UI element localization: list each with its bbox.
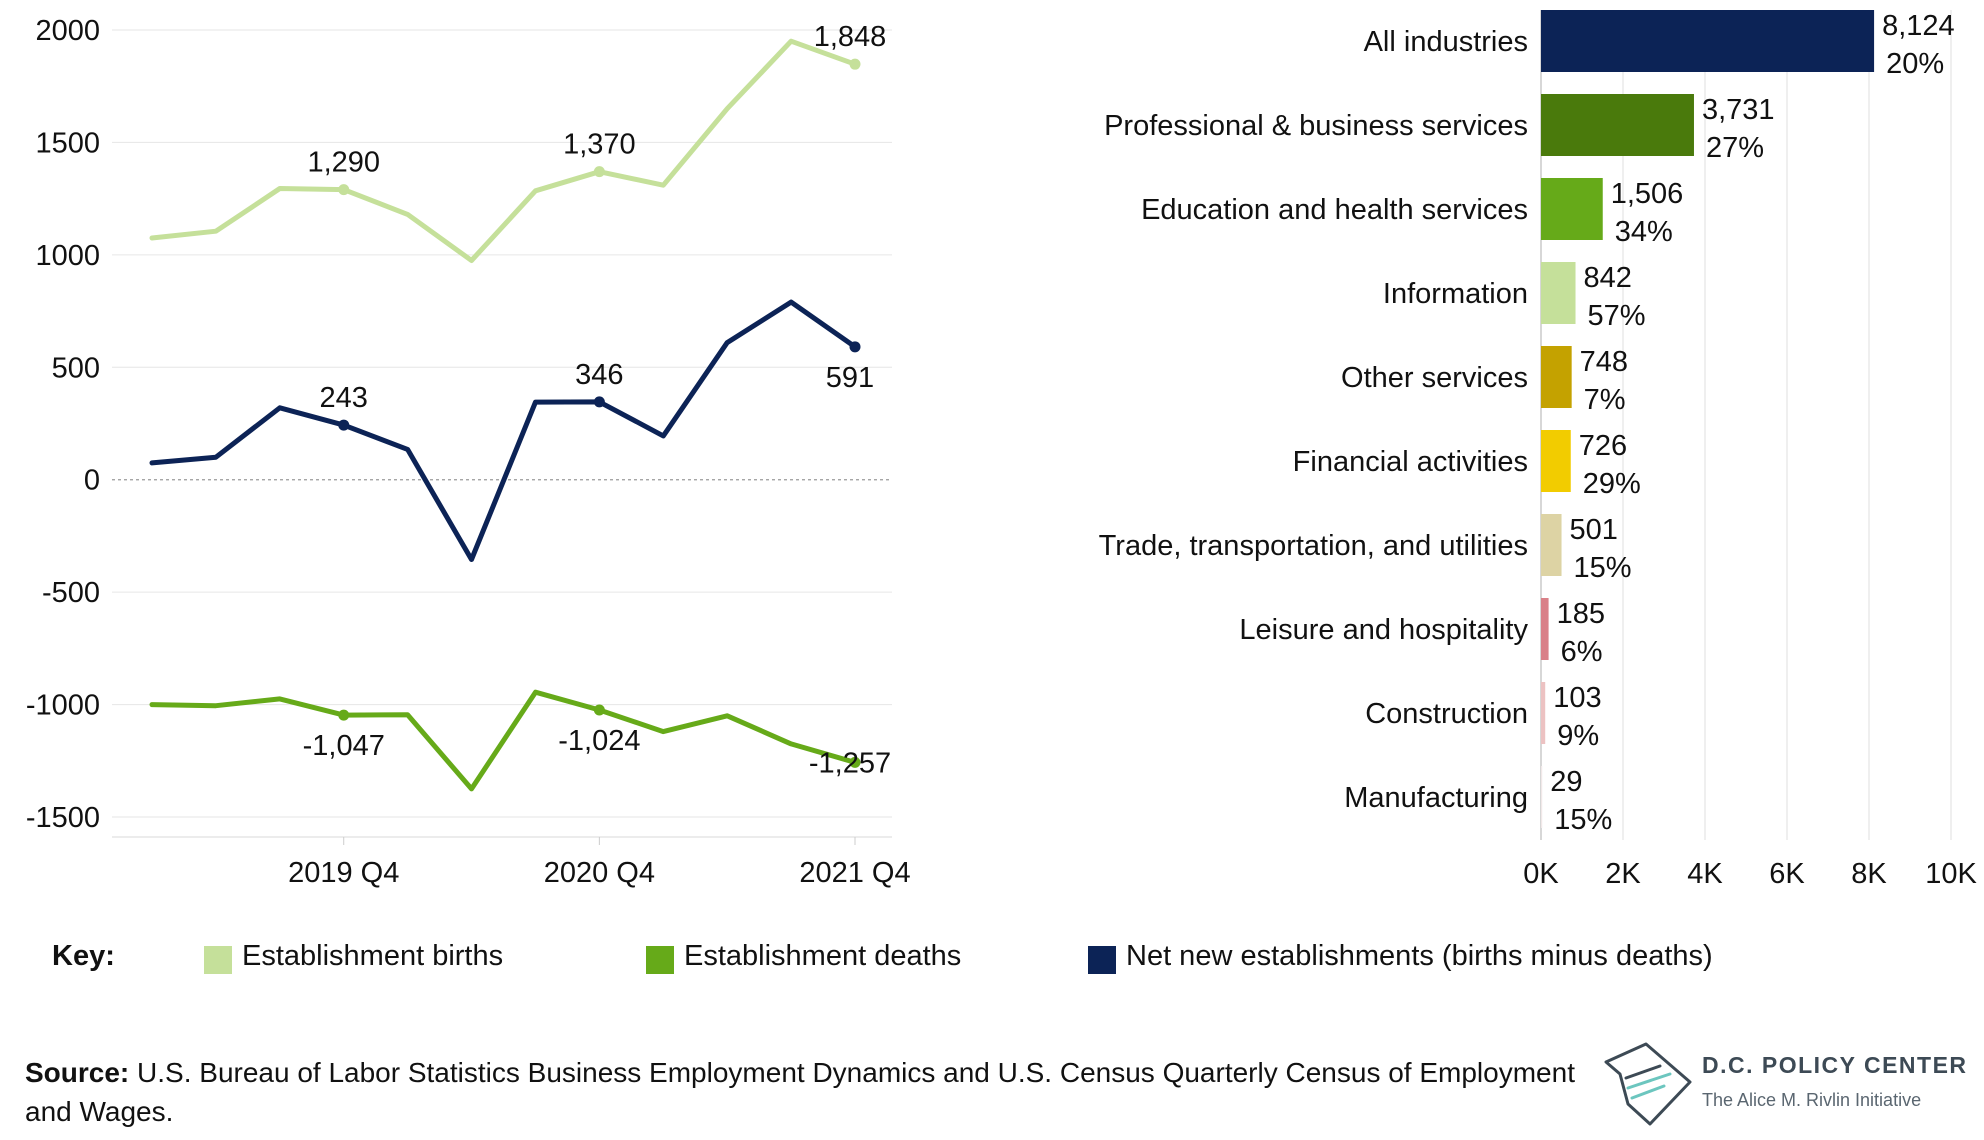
category-label: Financial activities — [1293, 446, 1528, 478]
logo-tagline: The Alice M. Rivlin Initiative — [1702, 1090, 1922, 1110]
source-text: U.S. Bureau of Labor Statistics Business… — [25, 1057, 1575, 1127]
category-label: Manufacturing — [1344, 782, 1528, 814]
source-label: Source: — [25, 1057, 130, 1088]
source-note: Source: U.S. Bureau of Labor Statistics … — [25, 1053, 1585, 1131]
series-line-deaths — [149, 689, 858, 792]
y-tick-label: 1000 — [35, 240, 100, 272]
legend-swatch-births — [204, 946, 232, 974]
bar — [1541, 430, 1571, 492]
x-tick-label: 10K — [1925, 858, 1977, 890]
y-tick-label: 0 — [84, 465, 100, 497]
line-chart: 2000 1500 1000 500 0 -500 -1000 -1500 2019 Q4 202… — [26, 15, 911, 889]
bar-percent-label: 9% — [1557, 720, 1599, 752]
series-line-net — [149, 299, 858, 562]
data-label-births: 1,290 — [307, 147, 380, 179]
data-point-births — [593, 166, 605, 178]
bar-value-label: 3,731 — [1702, 94, 1775, 126]
legend-label-net: Net new establishments (births minus dea… — [1126, 940, 1713, 972]
data-point-births — [849, 58, 861, 70]
x-tick-label: 2020 Q4 — [544, 857, 655, 889]
legend-label-deaths: Establishment deaths — [684, 940, 962, 972]
data-point-net — [849, 341, 861, 353]
bar-percent-label: 6% — [1561, 636, 1603, 668]
data-label-deaths: -1,024 — [558, 725, 640, 757]
x-tick-label: 0K — [1523, 858, 1559, 890]
bar-percent-label: 7% — [1584, 384, 1626, 416]
bar-percent-label: 15% — [1574, 552, 1632, 584]
bar-percent-label: 27% — [1706, 132, 1764, 164]
x-tick-label: 2K — [1605, 858, 1641, 890]
y-tick-label: -1500 — [26, 802, 100, 834]
bar-value-label: 103 — [1553, 682, 1601, 714]
series-line-births — [149, 38, 858, 263]
legend-label-births: Establishment births — [242, 940, 504, 972]
y-tick-label: 1500 — [35, 127, 100, 159]
x-tick-label: 8K — [1851, 858, 1887, 890]
bar — [1541, 514, 1562, 576]
y-tick-label: -500 — [42, 577, 100, 609]
bar-value-label: 842 — [1584, 262, 1632, 294]
category-label: Leisure and hospitality — [1239, 614, 1528, 646]
bar-percent-label: 15% — [1554, 804, 1612, 836]
x-tick-label: 2021 Q4 — [799, 857, 910, 889]
data-label-births: 1,848 — [814, 21, 887, 53]
data-label-net: 243 — [320, 382, 368, 414]
bar — [1541, 178, 1603, 240]
bar-value-label: 29 — [1550, 766, 1582, 798]
dc-map-icon — [1604, 1042, 1692, 1126]
data-point-deaths — [593, 704, 605, 716]
data-point-deaths — [338, 709, 350, 721]
y-tick-label: -1000 — [26, 690, 100, 722]
x-tick-label: 4K — [1687, 858, 1723, 890]
category-label: Information — [1383, 278, 1528, 310]
data-point-births — [338, 184, 350, 196]
legend-swatch-deaths — [646, 946, 674, 974]
bar-value-label: 726 — [1579, 430, 1627, 462]
legend-title: Key: — [52, 940, 115, 972]
dc-policy-center-logo: D.C. POLICY CENTER The Alice M. Rivlin I… — [1598, 1040, 1968, 1130]
bar-percent-label: 29% — [1583, 468, 1641, 500]
legend: Key: Establishment births Establishment … — [52, 940, 1952, 980]
bar-value-label: 185 — [1557, 598, 1605, 630]
data-label-net: 591 — [826, 362, 874, 394]
data-label-net: 346 — [575, 359, 623, 391]
bar-value-label: 8,124 — [1882, 10, 1955, 42]
data-point-net — [593, 396, 605, 408]
y-tick-label: 2000 — [35, 15, 100, 47]
bar-value-label: 1,506 — [1611, 178, 1684, 210]
bar — [1541, 94, 1694, 156]
bar — [1541, 262, 1576, 324]
bar-percent-label: 34% — [1615, 216, 1673, 248]
x-tick-label: 2019 Q4 — [288, 857, 399, 889]
category-label: Other services — [1341, 362, 1528, 394]
bar-percent-label: 57% — [1588, 300, 1646, 332]
y-tick-label: 500 — [52, 352, 100, 384]
logo-name: D.C. POLICY CENTER — [1702, 1052, 1968, 1078]
bar-percent-label: 20% — [1886, 48, 1944, 80]
category-label: Professional & business services — [1104, 110, 1528, 142]
bar-chart: 0K 2K 4K 6K 8K 10K All industries 8,124 20% Profe… — [1099, 10, 1977, 890]
legend-swatch-net — [1088, 946, 1116, 974]
bar — [1541, 598, 1549, 660]
data-point-net — [338, 419, 350, 431]
bar — [1541, 766, 1543, 828]
data-label-births: 1,370 — [563, 129, 636, 161]
x-tick-label: 6K — [1769, 858, 1805, 890]
category-label: Trade, transportation, and utilities — [1099, 530, 1528, 562]
bar — [1541, 346, 1572, 408]
data-point-deaths — [849, 756, 861, 768]
data-label-deaths: -1,257 — [809, 747, 891, 779]
category-label: Education and health services — [1141, 194, 1528, 226]
bar — [1541, 10, 1875, 72]
category-label: All industries — [1364, 26, 1528, 58]
bar — [1541, 682, 1546, 744]
bar-value-label: 501 — [1570, 514, 1618, 546]
data-label-deaths: -1,047 — [303, 730, 385, 762]
category-label: Construction — [1365, 698, 1528, 730]
bar-value-label: 748 — [1580, 346, 1628, 378]
